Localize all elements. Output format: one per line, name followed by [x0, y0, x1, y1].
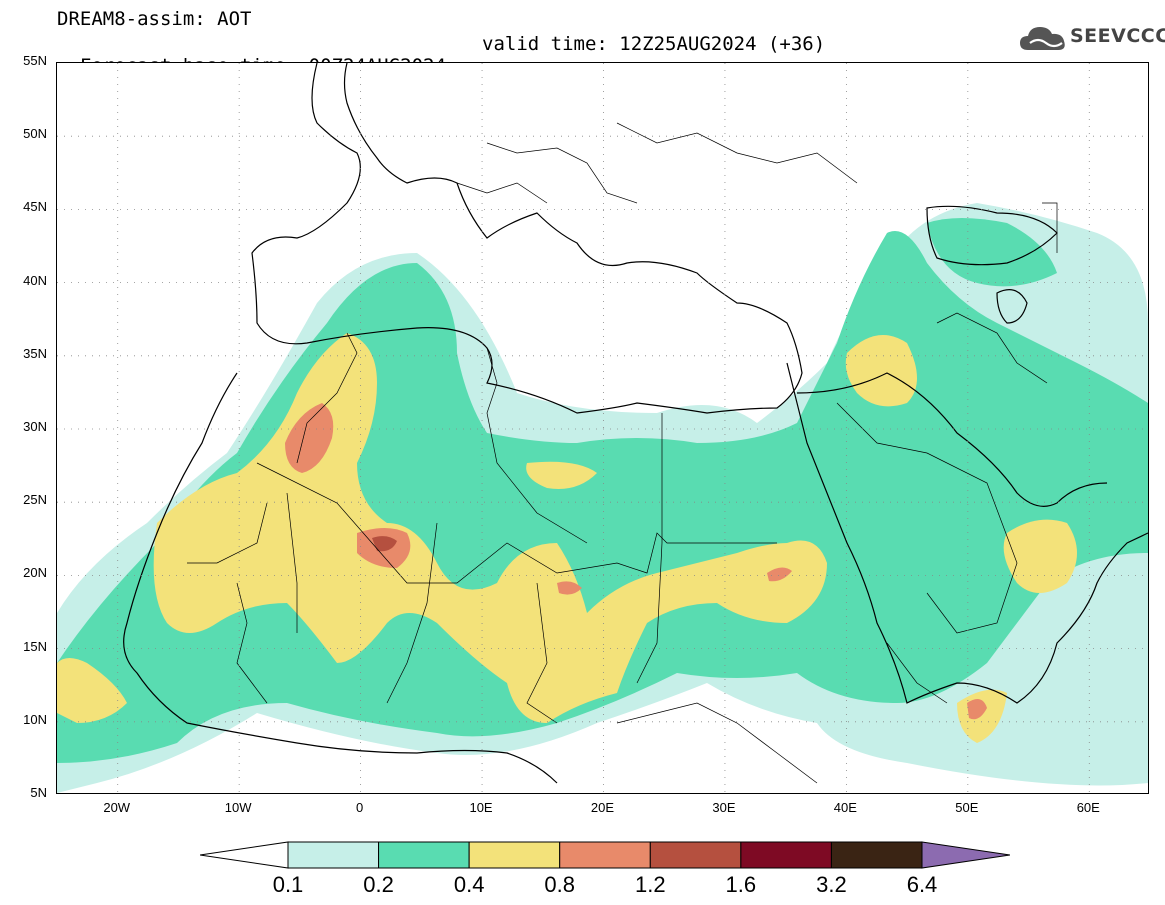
aot-field — [57, 203, 1148, 793]
colorbar-swatch — [649, 841, 742, 869]
lat-label: 40N — [23, 272, 47, 288]
lat-label: 35N — [23, 345, 47, 361]
graticule — [57, 63, 1150, 795]
lon-label: 20E — [590, 800, 615, 815]
lat-label: 25N — [23, 492, 47, 508]
colorbar-tick-label: 0.1 — [272, 872, 304, 897]
colorbar-tick-label: 1.6 — [725, 872, 757, 897]
aot-map — [56, 62, 1150, 795]
colorbar-tick-label: 3.2 — [816, 872, 847, 897]
colorbar-tick-label: 1.2 — [634, 872, 666, 897]
chart-title: DREAM8-assim: AOT — [57, 8, 252, 30]
seevccc-logo: SEEVCCC — [1018, 22, 1165, 58]
lon-label: 0 — [355, 800, 364, 815]
colorbar-swatch — [378, 841, 470, 869]
lon-label: 30E — [712, 800, 736, 815]
colorbar-under-arrow — [200, 841, 289, 869]
coastlines — [123, 62, 1149, 784]
lat-label: 10N — [23, 711, 47, 727]
country-borders — [187, 122, 1058, 784]
lat-label: 50N — [23, 126, 47, 142]
colorbar-swatch — [287, 841, 380, 869]
lat-label: 5N — [30, 785, 47, 800]
logo-text: SEEVCCC — [1070, 25, 1165, 47]
lat-label: 55N — [23, 53, 47, 68]
cloud-icon — [1020, 27, 1065, 50]
colorbar-swatches — [200, 841, 1010, 869]
colorbar-tick-label: 6.4 — [906, 872, 938, 897]
lon-label: 10W — [224, 800, 252, 815]
lat-label: 20N — [23, 565, 47, 581]
map-canvas — [57, 62, 1150, 795]
lon-label: 10E — [469, 800, 493, 815]
lon-label: 60E — [1076, 800, 1100, 815]
lat-label: 30N — [23, 419, 47, 434]
lon-label: 20W — [103, 800, 131, 815]
colorbar-tick-label: 0.2 — [363, 872, 394, 897]
lon-label: 40E — [833, 800, 857, 815]
colorbar-swatch — [559, 841, 651, 869]
colorbar-swatch — [830, 841, 923, 869]
colorbar-swatch — [468, 841, 561, 869]
colorbar-over-arrow — [921, 841, 1010, 869]
lon-label: 50E — [955, 800, 979, 815]
lat-label: 45N — [23, 199, 47, 215]
colorbar-tick-label: 0.8 — [544, 872, 575, 897]
colorbar-tick-label: 0.4 — [453, 872, 485, 897]
lat-label: 15N — [23, 638, 47, 654]
valid-time: valid time: 12Z25AUG2024 (+36) — [482, 33, 826, 55]
colorbar-swatch — [740, 841, 832, 869]
colorbar — [200, 841, 1010, 869]
